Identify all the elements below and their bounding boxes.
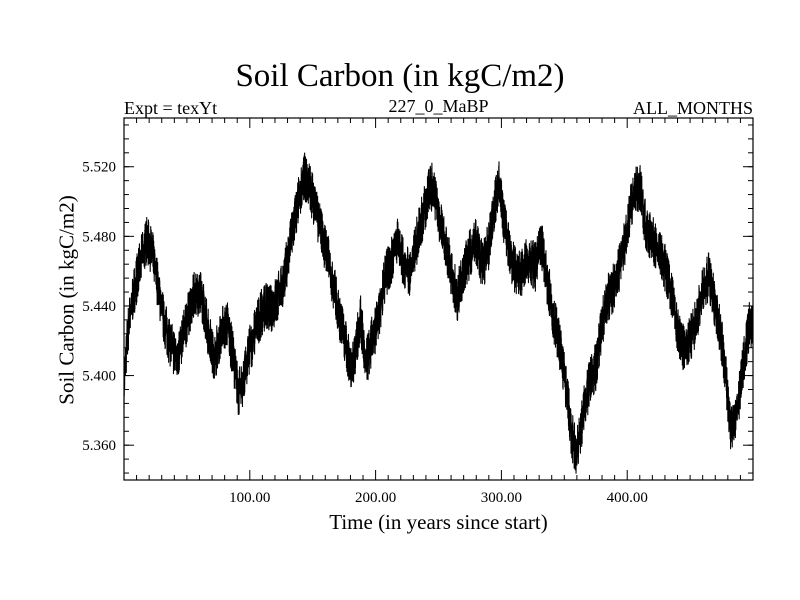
months-label: ALL_MONTHS bbox=[633, 98, 753, 118]
x-tick-label: 100.00 bbox=[229, 490, 270, 506]
x-tick-label: 300.00 bbox=[481, 490, 522, 506]
data-series bbox=[123, 152, 754, 474]
y-tick-label: 5.520 bbox=[82, 160, 116, 176]
period-label: 227_0_MaBP bbox=[388, 96, 489, 116]
y-tick-label: 5.440 bbox=[82, 299, 116, 315]
x-tick-label: 200.00 bbox=[355, 490, 396, 506]
soil-carbon-series-line bbox=[123, 152, 754, 474]
x-axis-label: Time (in years since start) bbox=[329, 510, 548, 534]
chart-title: Soil Carbon (in kgC/m2) bbox=[235, 58, 565, 94]
x-tick-label: 400.00 bbox=[607, 490, 648, 506]
plot-frame bbox=[123, 117, 754, 481]
axis-ticks: 100.00 200.00 300.00 400.00 5.360 5.400 5.440 5… bbox=[82, 118, 753, 506]
y-tick-label: 5.480 bbox=[82, 229, 116, 245]
y-tick-label: 5.400 bbox=[82, 369, 116, 385]
y-tick-label: 5.360 bbox=[82, 438, 116, 454]
experiment-label: Expt = texYt bbox=[124, 98, 218, 118]
